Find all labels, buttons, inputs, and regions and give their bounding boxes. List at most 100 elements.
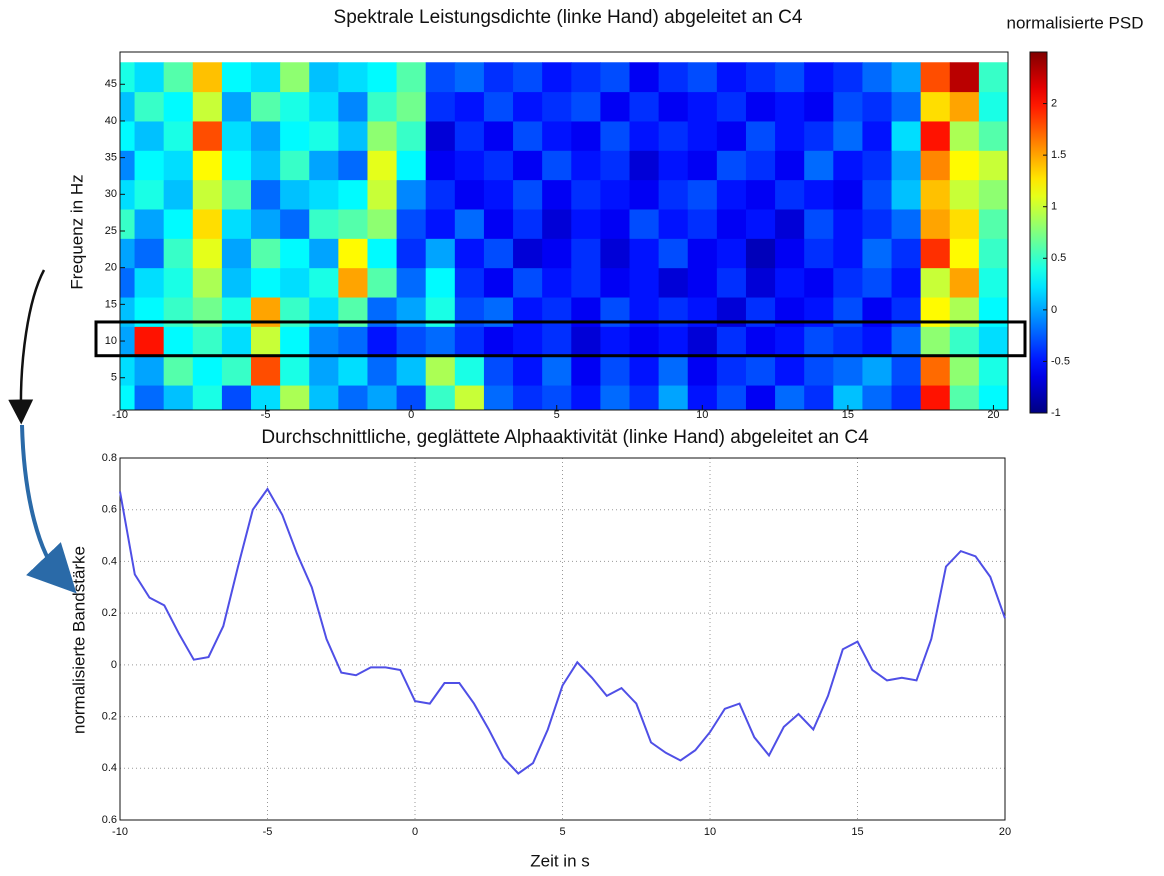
- heatmap-cell: [687, 208, 718, 239]
- heatmap-cell: [221, 179, 252, 210]
- heatmap-cell: [687, 326, 718, 357]
- heatmap-cell: [775, 120, 805, 151]
- heatmap-cell: [163, 120, 194, 151]
- heatmap-cell: [483, 120, 514, 151]
- heatmap-cell: [862, 355, 893, 386]
- heatmap-cell: [338, 238, 368, 269]
- heatmap-cell: [396, 208, 427, 239]
- heatmap-cell: [658, 267, 689, 298]
- heatmap-cell: [833, 91, 863, 122]
- y-tick-label: 0.6: [102, 504, 117, 516]
- heatmap-cell: [687, 267, 718, 298]
- heatmap-cell: [949, 62, 980, 93]
- heatmap-cell: [483, 326, 514, 357]
- heatmap-cell: [891, 238, 922, 269]
- heatmap-cell: [280, 208, 310, 239]
- heatmap-cell: [163, 179, 194, 210]
- heatmap-cell: [251, 150, 281, 181]
- heatmap-cell: [658, 62, 689, 93]
- highlight-box: [94, 320, 1027, 358]
- heatmap-cell: [600, 238, 631, 269]
- y-tick-label: 0.4: [102, 555, 117, 567]
- heatmap-cell: [163, 62, 194, 93]
- heatmap-cell: [134, 179, 165, 210]
- heatmap-cell: [658, 150, 689, 181]
- heatmap-cell: [629, 326, 660, 357]
- heatmap-cell: [163, 326, 194, 357]
- heatmap-cell: [920, 208, 951, 239]
- y-tick-label: 25: [105, 225, 117, 237]
- arrow: [8, 269, 46, 425]
- heatmap-cell: [367, 150, 398, 181]
- heatmap-cell: [775, 238, 805, 269]
- heatmap-cell: [120, 179, 136, 210]
- heatmap-cell: [745, 267, 776, 298]
- heatmap-cell: [978, 179, 1008, 210]
- heatmap-cell: [629, 150, 660, 181]
- heatmap-cell: [483, 238, 514, 269]
- heatmap-cell: [280, 267, 310, 298]
- heatmap-cell: [833, 62, 863, 93]
- heatmap-cell: [134, 208, 165, 239]
- heatmap-cell: [367, 179, 398, 210]
- heatmap-cell: [687, 355, 718, 386]
- heatmap-cell: [804, 326, 834, 357]
- heatmap-cell: [745, 150, 776, 181]
- heatmap-cell: [833, 120, 863, 151]
- heatmap-cell: [134, 120, 165, 151]
- heatmap-cell: [221, 238, 252, 269]
- heatmap-cell: [309, 120, 339, 151]
- heatmap-cell: [600, 385, 631, 410]
- heatmap-cell: [120, 91, 136, 122]
- heatmap-cell: [716, 208, 747, 239]
- heatmap-cell: [600, 179, 631, 210]
- heatmap-cell: [192, 238, 223, 269]
- heatmap-cell: [658, 238, 689, 269]
- heatmap-cell: [862, 326, 893, 357]
- heatmap-cell: [221, 91, 252, 122]
- heatmap-cell: [629, 267, 660, 298]
- heatmap-cell: [716, 355, 747, 386]
- heatmap-cell: [571, 355, 601, 386]
- y-tick-label: 0.2: [102, 607, 117, 619]
- heatmap-cell: [542, 267, 572, 298]
- heatmap-cell: [513, 62, 543, 93]
- heatmap-cell: [163, 91, 194, 122]
- heatmap-cell: [920, 238, 951, 269]
- heatmap-cell: [804, 62, 834, 93]
- y-tick-label: 45: [105, 78, 117, 90]
- heatmap-cell: [629, 355, 660, 386]
- heatmap-cell: [134, 355, 165, 386]
- heatmap-cell: [309, 91, 339, 122]
- heatmap-cell: [862, 62, 893, 93]
- heatmap-cell: [251, 238, 281, 269]
- x-tick-label: 15: [842, 409, 854, 421]
- heatmap-cell: [454, 208, 485, 239]
- heatmap-cell: [687, 179, 718, 210]
- x-tick-label: 15: [851, 826, 863, 838]
- heatmap-cell: [134, 62, 165, 93]
- arrow: [20, 424, 77, 594]
- heatmap-cell: [891, 62, 922, 93]
- heatmap-cell: [280, 238, 310, 269]
- heatmap-cell: [658, 208, 689, 239]
- heatmap-cell: [804, 91, 834, 122]
- heatmap-cell: [804, 208, 834, 239]
- heatmap-cell: [571, 62, 601, 93]
- heatmap-cell: [367, 91, 398, 122]
- heatmap-cell: [280, 62, 310, 93]
- y-tick-label: 0.2: [102, 710, 117, 722]
- heatmap-cell: [775, 62, 805, 93]
- heatmap-cell: [425, 208, 456, 239]
- heatmap-cell: [775, 208, 805, 239]
- heatmap-cell: [513, 385, 543, 410]
- colorbar-tick-label: 1: [1051, 201, 1057, 213]
- heatmap-cell: [134, 150, 165, 181]
- heatmap-cell: [163, 267, 194, 298]
- heatmap-cell: [513, 267, 543, 298]
- heatmap-cell: [454, 91, 485, 122]
- heatmap-cell: [192, 355, 223, 386]
- heatmap-cell: [745, 179, 776, 210]
- heatmap-cell: [920, 355, 951, 386]
- colorbar-tick-label: 1.5: [1051, 149, 1066, 161]
